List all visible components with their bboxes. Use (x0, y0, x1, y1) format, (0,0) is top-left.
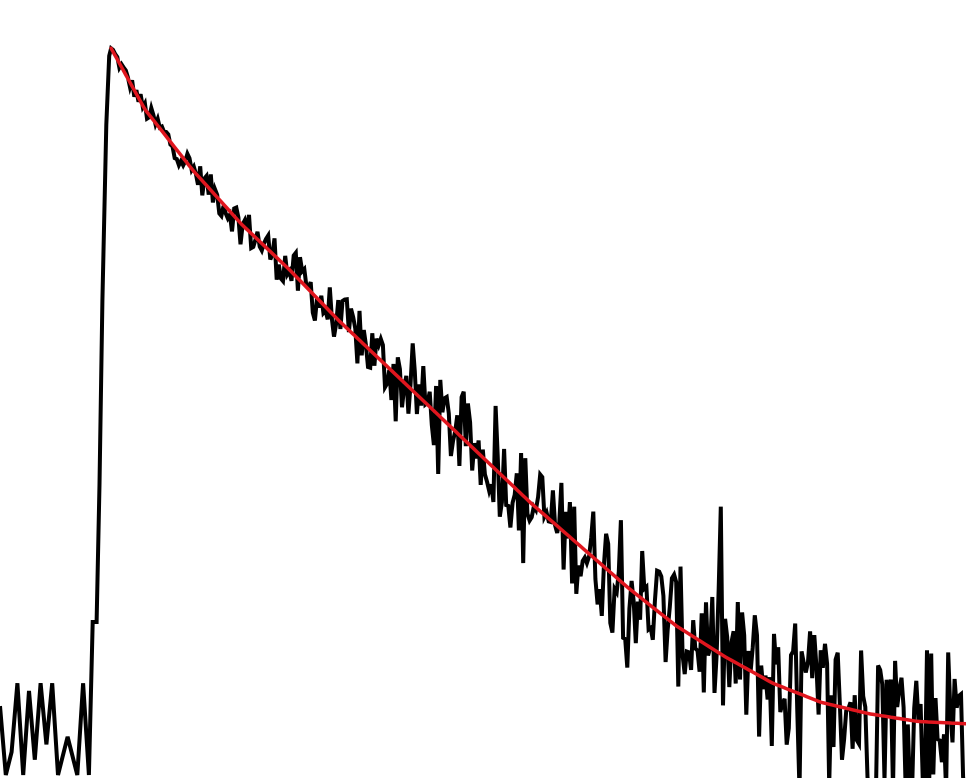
fit-point (336, 318, 340, 322)
measured-series (0, 44, 966, 778)
fit-curve-line (109, 46, 966, 726)
fit-point (578, 544, 582, 547)
fit-point (191, 169, 195, 173)
fit-point (433, 410, 437, 414)
fit-point (771, 681, 775, 685)
fit-point (529, 501, 533, 505)
measured-data-line (0, 44, 966, 778)
fit-point (143, 108, 147, 111)
fit-point (240, 222, 243, 226)
fit-point (384, 364, 388, 368)
fit-point (867, 712, 871, 716)
fit-point (109, 46, 113, 50)
fit-point (674, 624, 678, 628)
fit-point (481, 456, 485, 459)
fit-point (626, 586, 630, 590)
fit-point (288, 268, 292, 272)
fit-point (723, 654, 726, 658)
fit-point (916, 720, 920, 723)
fit-point (819, 700, 823, 704)
fit-series (109, 46, 966, 726)
